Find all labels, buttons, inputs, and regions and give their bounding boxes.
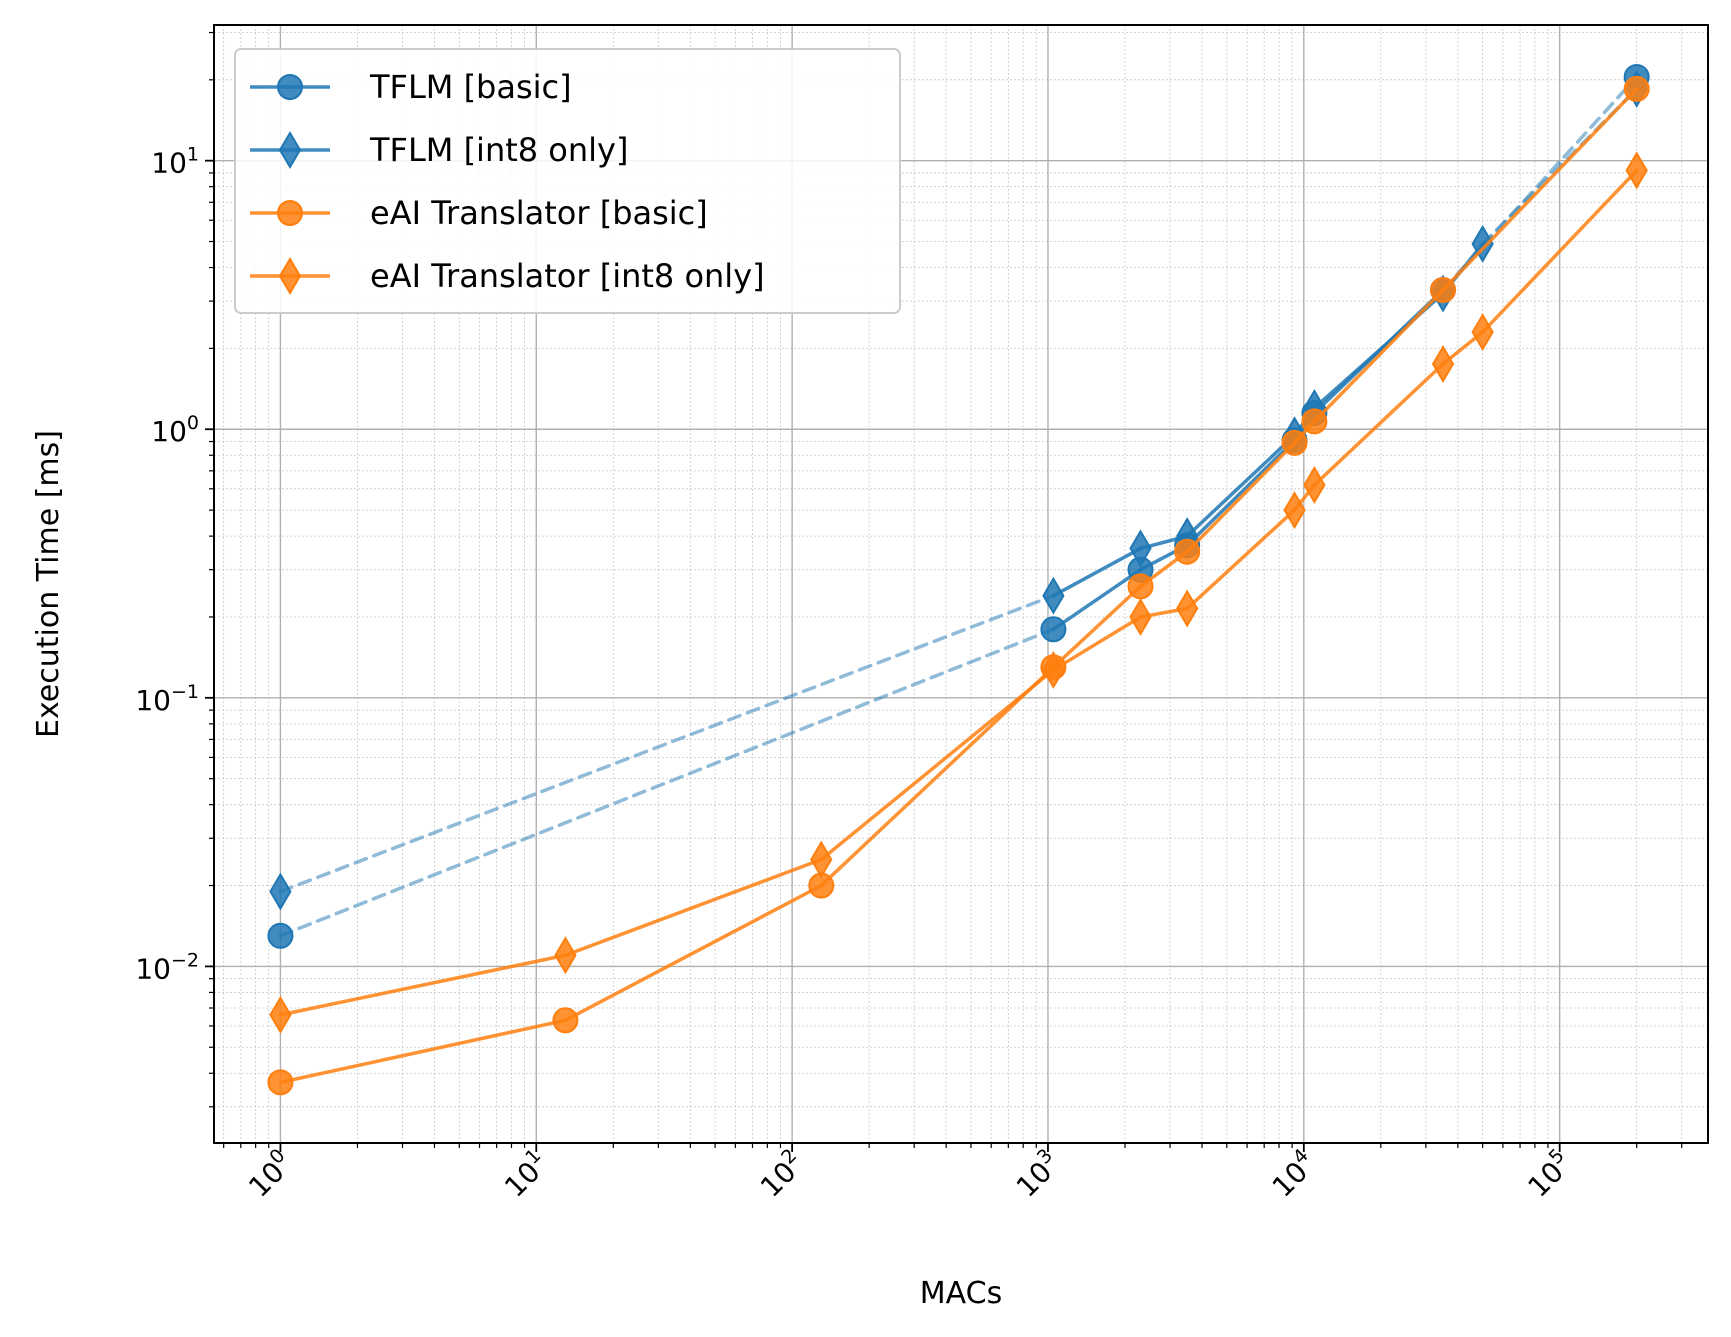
series-line-segment	[1051, 546, 1143, 598]
y-tick-label: 101	[151, 144, 199, 180]
series-line-segment	[278, 953, 568, 1017]
legend-label: eAI Translator [int8 only]	[370, 257, 765, 295]
series-line-segment	[1051, 615, 1143, 672]
data-point	[552, 1007, 579, 1034]
data-point	[269, 995, 292, 1034]
legend: TFLM [basic] TFLM [int8 only] eAI Translat…	[234, 48, 901, 314]
data-point	[1129, 529, 1152, 568]
data-point	[269, 872, 292, 911]
legend-label: TFLM [basic]	[369, 68, 572, 106]
data-point	[554, 936, 577, 975]
x-axis-label: MACs	[920, 1276, 1002, 1311]
data-point	[1471, 313, 1494, 352]
series-line-segment	[1312, 362, 1445, 487]
series-line-segment	[1312, 288, 1445, 424]
data-point	[1042, 650, 1065, 689]
data-point	[1042, 576, 1065, 615]
series-line-segment	[1051, 567, 1143, 632]
legend-label: TFLM [int8 only]	[369, 131, 628, 169]
series-3	[269, 151, 1648, 1034]
series-line-segment	[1185, 433, 1297, 538]
series-line-segment	[1480, 168, 1639, 334]
data-point	[1174, 538, 1201, 565]
series-line-segment	[1185, 438, 1297, 547]
series-line-segment	[1185, 508, 1297, 611]
axis-ticks	[205, 31, 1683, 1152]
data-point	[1303, 466, 1326, 504]
series-2	[267, 75, 1650, 1096]
data-point	[1176, 589, 1199, 628]
data-point	[1431, 344, 1455, 383]
data-point	[267, 922, 294, 949]
series-line-segment	[1441, 87, 1639, 292]
y-axis-label: Execution Time [ms]	[31, 430, 66, 738]
series-line-segment	[563, 883, 824, 1023]
data-point	[1040, 616, 1067, 643]
data-point	[1301, 408, 1328, 435]
legend-box	[234, 48, 901, 314]
data-point	[1625, 151, 1648, 190]
data-point	[1281, 429, 1308, 456]
series-line-segment	[563, 857, 824, 958]
series-line-segment-dashed	[278, 593, 1056, 894]
data-point	[1283, 491, 1306, 530]
legend-label: eAI Translator [basic]	[370, 194, 708, 232]
y-tick-label: 10−2	[135, 949, 199, 985]
legend-marker	[277, 200, 303, 226]
series-line-segment	[1051, 584, 1143, 669]
data-point	[1430, 276, 1457, 303]
legend-marker	[277, 74, 303, 100]
series-line-segment-dashed	[278, 627, 1056, 938]
plot-frame	[213, 24, 1709, 1144]
series-line-segment	[819, 668, 1056, 862]
legend-marker	[278, 257, 302, 295]
series-line-segment	[278, 1018, 568, 1085]
data-point	[810, 840, 833, 879]
y-tick-label: 10−1	[135, 681, 199, 717]
data-point	[267, 1069, 294, 1096]
data-point	[1127, 573, 1154, 600]
series-layer	[267, 63, 1650, 1096]
legend-marker	[278, 131, 302, 169]
y-tick-label: 100	[151, 412, 199, 448]
data-point	[1623, 75, 1650, 102]
series-line-segment	[1185, 441, 1297, 554]
data-point	[1129, 597, 1152, 636]
